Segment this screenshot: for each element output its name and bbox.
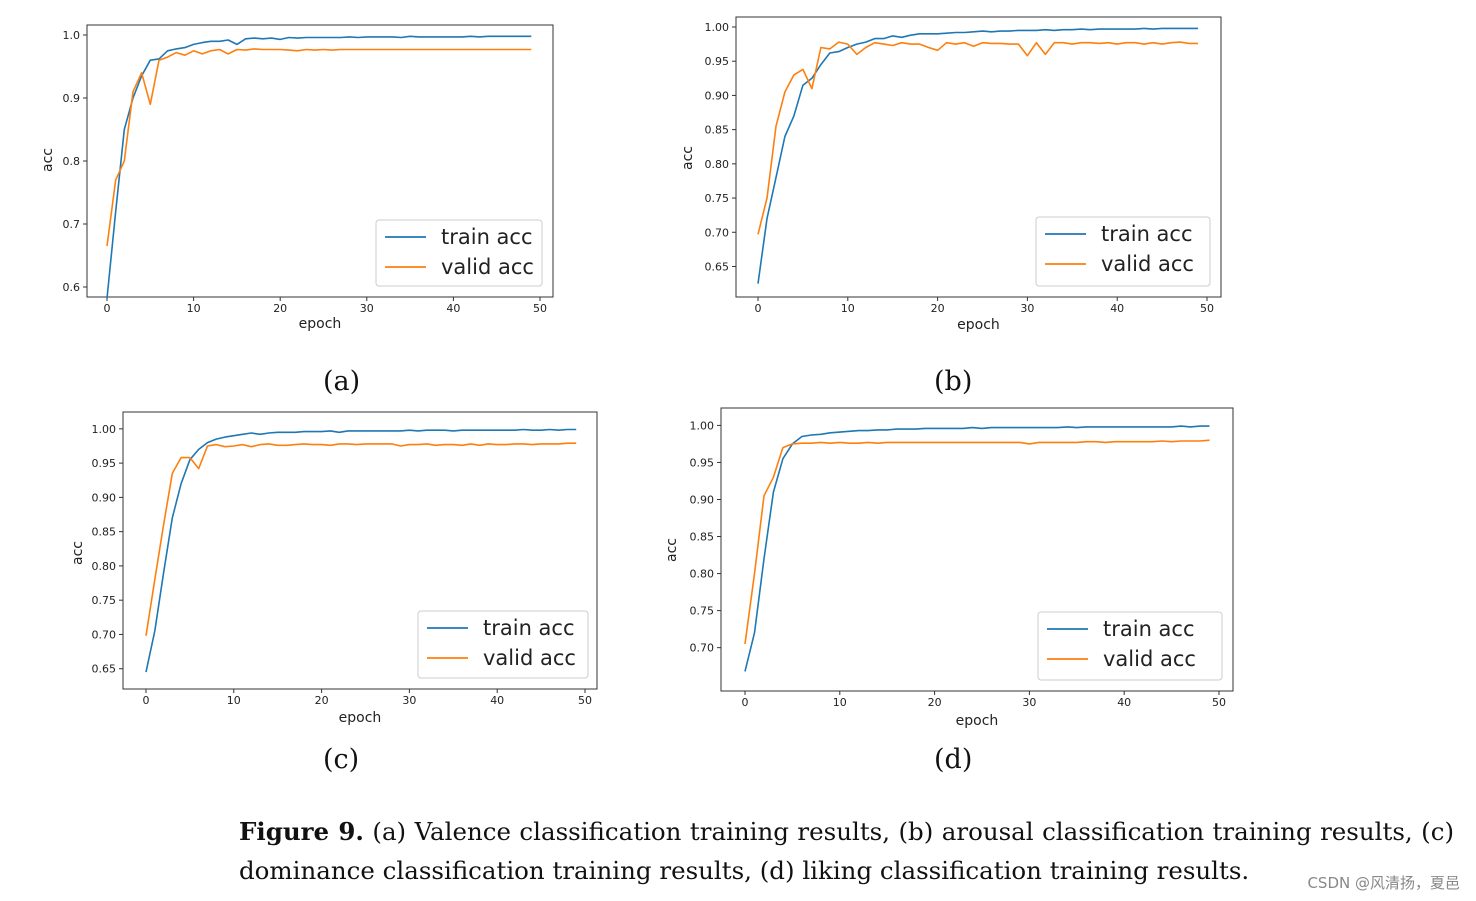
chart-d-frame bbox=[720, 407, 1234, 692]
x-tick-label: 40 bbox=[490, 694, 504, 707]
x-tick-label: 0 bbox=[755, 302, 762, 315]
legend-label: valid acc bbox=[483, 646, 576, 670]
series-line-train-acc bbox=[757, 27, 1198, 284]
x-tick-label: 40 bbox=[446, 302, 460, 315]
series-line-train-acc bbox=[106, 35, 532, 299]
figure-caption: Figure 9. (a) Valence classification tra… bbox=[239, 812, 1454, 890]
x-tick-label: 10 bbox=[227, 694, 241, 707]
legend-label: valid acc bbox=[441, 255, 534, 279]
y-tick-label: 1.00 bbox=[690, 419, 715, 432]
x-axis-label: epoch bbox=[956, 713, 999, 729]
y-tick-label: 0.70 bbox=[690, 642, 715, 655]
panel-label-c: (c) bbox=[323, 744, 360, 775]
y-axis-label: acc bbox=[664, 538, 680, 562]
x-tick-label: 30 bbox=[402, 694, 416, 707]
legend-label: train acc bbox=[483, 616, 575, 640]
series-line-valid-acc bbox=[145, 442, 577, 636]
legend-label: valid acc bbox=[1101, 252, 1194, 276]
legend-label: train acc bbox=[1103, 617, 1195, 641]
x-tick-label: 50 bbox=[533, 302, 547, 315]
chart-c-group: 0 10 20 30 40 50 0.65 0.70 0.75 0.80 0.85 0.90 0.95 1… bbox=[70, 411, 598, 726]
y-axis-label: acc bbox=[70, 541, 86, 565]
y-tick-label: 1.00 bbox=[705, 21, 730, 34]
x-tick-label: 0 bbox=[104, 302, 111, 315]
y-tick-label: 0.80 bbox=[92, 560, 117, 573]
x-tick-label: 30 bbox=[1020, 302, 1034, 315]
y-tick-label: 1.00 bbox=[92, 423, 117, 436]
y-tick-label: 0.90 bbox=[705, 89, 730, 102]
x-tick-label: 20 bbox=[931, 302, 945, 315]
y-tick-label: 0.70 bbox=[92, 628, 117, 641]
y-tick-label: 0.7 bbox=[63, 218, 81, 231]
y-tick-label: 0.65 bbox=[705, 260, 730, 273]
x-tick-label: 10 bbox=[187, 302, 201, 315]
x-axis-label: epoch bbox=[339, 710, 382, 726]
x-tick-label: 10 bbox=[833, 696, 847, 709]
x-tick-label: 50 bbox=[1200, 302, 1214, 315]
y-tick-label: 0.75 bbox=[92, 594, 117, 607]
x-tick-label: 30 bbox=[1022, 696, 1036, 709]
x-tick-label: 40 bbox=[1117, 696, 1131, 709]
x-tick-label: 10 bbox=[841, 302, 855, 315]
chart-b-frame bbox=[735, 16, 1222, 298]
y-tick-label: 0.75 bbox=[705, 192, 730, 205]
figure-label: Figure 9. bbox=[239, 817, 364, 846]
y-axis-label: acc bbox=[40, 148, 56, 172]
series-line-valid-acc bbox=[757, 41, 1198, 235]
y-tick-label: 0.95 bbox=[705, 55, 730, 68]
x-axis-label: epoch bbox=[957, 317, 1000, 333]
y-tick-label: 0.90 bbox=[92, 491, 117, 504]
watermark: CSDN @风清扬，夏邑 bbox=[1307, 874, 1460, 892]
y-axis-label: acc bbox=[680, 146, 696, 170]
y-tick-label: 0.85 bbox=[690, 531, 715, 544]
x-tick-label: 20 bbox=[273, 302, 287, 315]
panel-label-d: (d) bbox=[934, 744, 973, 775]
legend-label: train acc bbox=[1101, 222, 1193, 246]
series-line-train-acc bbox=[145, 428, 577, 673]
chart-c-frame bbox=[122, 411, 598, 690]
y-tick-label: 0.6 bbox=[63, 281, 81, 294]
y-tick-label: 1.0 bbox=[63, 29, 81, 42]
caption-text: (a) Valence classification training resu… bbox=[239, 817, 1454, 885]
y-tick-label: 0.80 bbox=[705, 158, 730, 171]
y-tick-label: 0.85 bbox=[705, 124, 730, 137]
y-tick-label: 0.85 bbox=[92, 526, 117, 539]
x-tick-label: 0 bbox=[143, 694, 150, 707]
x-tick-label: 40 bbox=[1110, 302, 1124, 315]
y-tick-label: 0.75 bbox=[690, 605, 715, 618]
y-tick-label: 0.95 bbox=[92, 457, 117, 470]
x-tick-label: 30 bbox=[360, 302, 374, 315]
chart-a-group: 0 10 20 30 40 50 0.6 0.7 0.8 0.9 1.0 epoch acc train … bbox=[40, 24, 554, 332]
chart-b-group: 0 10 20 30 40 50 0.65 0.70 0.75 0.80 0.85 0.90 0.95 1… bbox=[680, 16, 1222, 333]
panel-label-b: (b) bbox=[934, 366, 973, 397]
series-line-valid-acc bbox=[106, 48, 532, 247]
y-tick-label: 0.9 bbox=[63, 92, 81, 105]
series-line-valid-acc bbox=[744, 439, 1210, 645]
y-tick-label: 0.65 bbox=[92, 663, 117, 676]
series-line-train-acc bbox=[744, 425, 1210, 672]
x-tick-label: 20 bbox=[315, 694, 329, 707]
legend-label: train acc bbox=[441, 225, 533, 249]
y-tick-label: 0.70 bbox=[705, 226, 730, 239]
x-tick-label: 0 bbox=[742, 696, 749, 709]
y-tick-label: 0.90 bbox=[690, 493, 715, 506]
chart-d-group: 0 10 20 30 40 50 0.70 0.75 0.80 0.85 0.90 0.95 1.00 e… bbox=[664, 407, 1234, 729]
y-tick-label: 0.8 bbox=[63, 155, 81, 168]
y-tick-label: 0.95 bbox=[690, 456, 715, 469]
x-tick-label: 20 bbox=[928, 696, 942, 709]
y-tick-label: 0.80 bbox=[690, 568, 715, 581]
panel-label-a: (a) bbox=[323, 366, 361, 397]
x-tick-label: 50 bbox=[1212, 696, 1226, 709]
x-axis-label: epoch bbox=[299, 316, 342, 332]
x-tick-label: 50 bbox=[578, 694, 592, 707]
legend-label: valid acc bbox=[1103, 647, 1196, 671]
